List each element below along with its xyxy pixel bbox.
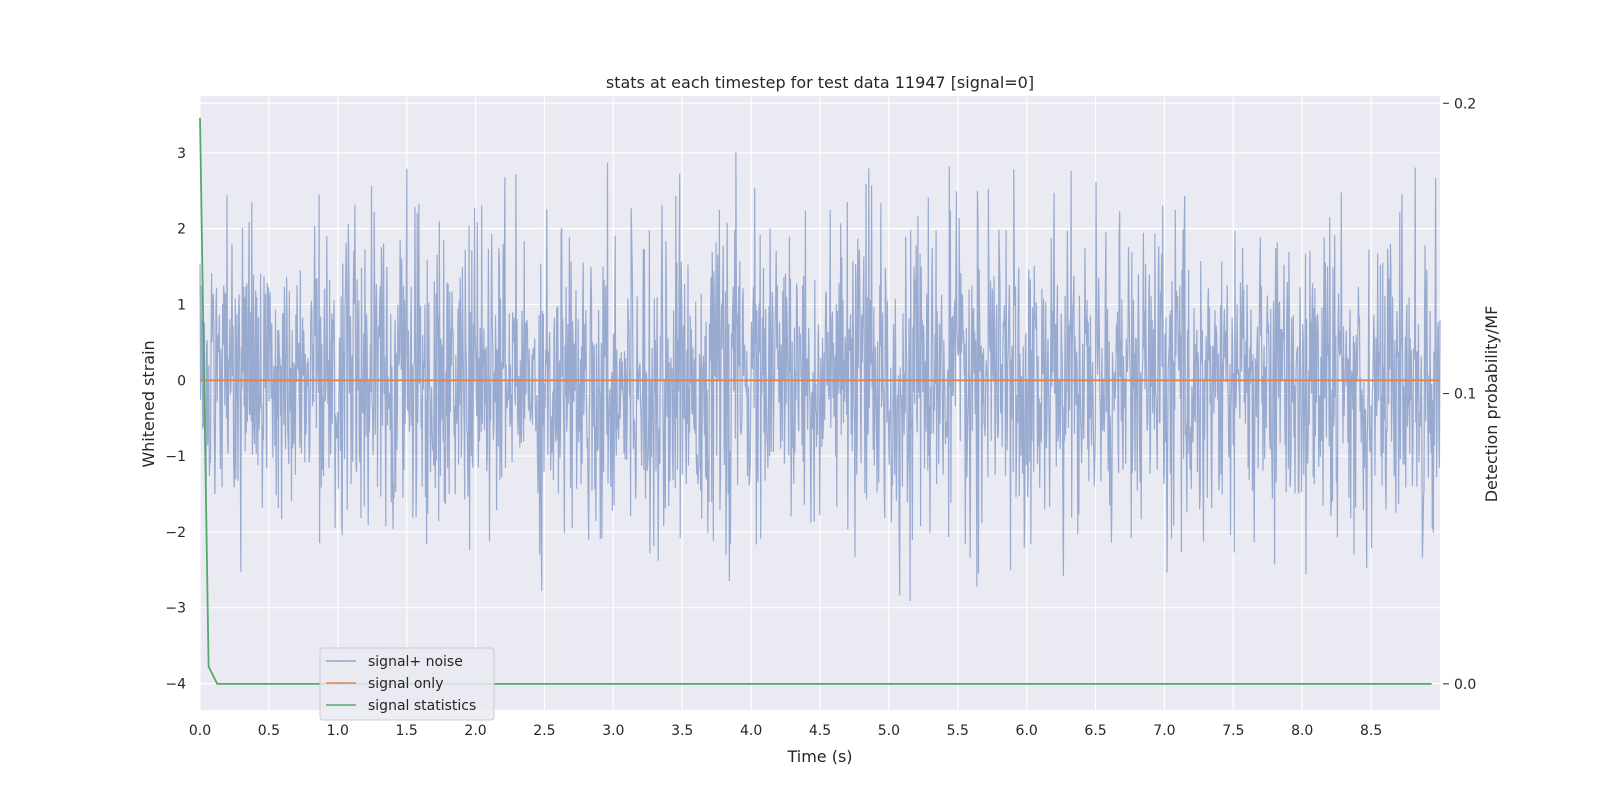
legend-box [319, 647, 495, 721]
x-tick-label: 3.5 [671, 723, 693, 739]
x-tick-label: 7.5 [1222, 723, 1244, 739]
legend-label-signal-only: signal only [368, 676, 443, 692]
y-axis-left: −4 −3 −2 −1 0 1 2 3 [165, 146, 186, 693]
y-right-tick-label: 0.0 [1454, 677, 1476, 693]
y-tick-label: 0 [177, 373, 186, 389]
x-tick-label: 1.0 [327, 723, 349, 739]
x-tick-label: 2.5 [533, 723, 555, 739]
x-tick-label: 8.5 [1360, 723, 1382, 739]
x-tick-label: 4.5 [809, 723, 831, 739]
x-tick-label: 2.0 [464, 723, 486, 739]
x-tick-label: 7.0 [1153, 723, 1175, 739]
y-tick-label: −2 [165, 525, 186, 541]
y-tick-label: −1 [165, 449, 186, 465]
y-tick-label: 2 [177, 222, 186, 238]
x-tick-label: 0.5 [258, 723, 280, 739]
legend: signal+ noise signal only signal statist… [319, 647, 495, 721]
x-tick-label: 8.0 [1291, 723, 1313, 739]
legend-label-signal-statistics: signal statistics [368, 698, 476, 714]
x-axis-label: Time (s) [786, 747, 852, 766]
y-axis-right: 0.0 0.1 0.2 [1443, 96, 1476, 693]
x-tick-label: 5.0 [878, 723, 900, 739]
series-line-signal-statistics [199, 117, 1432, 685]
y-axis-label: Whitened strain [139, 340, 158, 467]
x-tick-label: 1.5 [396, 723, 418, 739]
y-tick-label: 1 [177, 297, 186, 313]
x-tick-label: 3.0 [602, 723, 624, 739]
series-layer [199, 117, 1441, 685]
y-axis-right-label: Detection probability/MF [1482, 306, 1501, 503]
y-tick-label: −3 [165, 601, 186, 617]
legend-label-signal-noise: signal+ noise [368, 654, 463, 670]
x-tick-label: 4.0 [740, 723, 762, 739]
x-tick-label: 0.0 [189, 723, 211, 739]
y-right-tick-label: 0.2 [1454, 96, 1476, 112]
x-tick-label: 6.0 [1016, 723, 1038, 739]
y-tick-label: −4 [165, 676, 186, 692]
x-tick-label: 6.5 [1084, 723, 1106, 739]
chart-title: stats at each timestep for test data 119… [606, 73, 1034, 92]
y-right-tick-label: 0.1 [1454, 387, 1476, 403]
x-tick-label: 5.5 [947, 723, 969, 739]
y-tick-label: 3 [177, 146, 186, 162]
x-axis: 0.0 0.5 1.0 1.5 2.0 2.5 3.0 3.5 4.0 4.5 5.0 5.5 6.0 6… [189, 723, 1382, 739]
series-line-signal-noise [199, 151, 1441, 602]
